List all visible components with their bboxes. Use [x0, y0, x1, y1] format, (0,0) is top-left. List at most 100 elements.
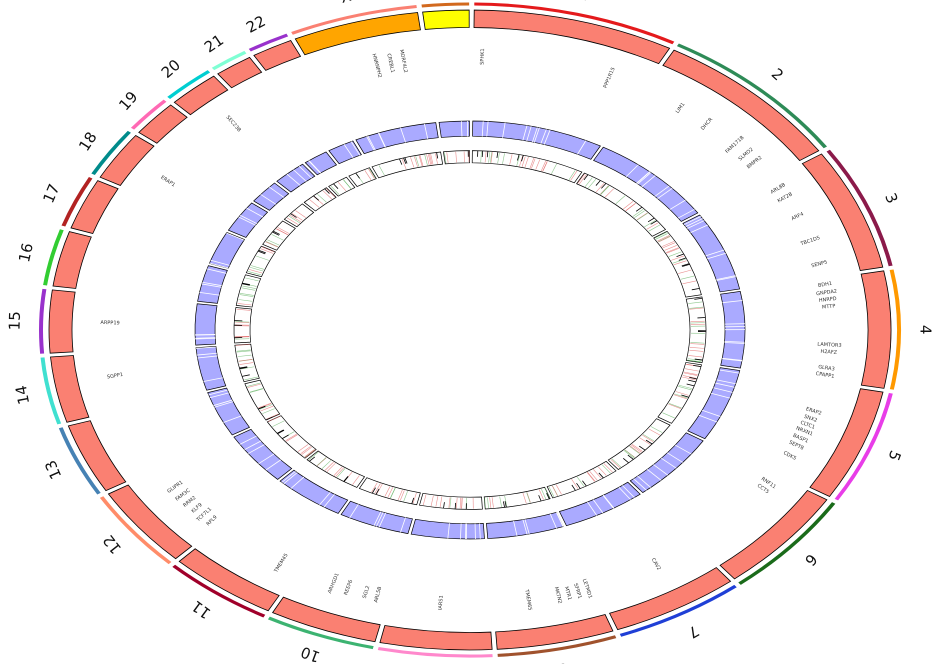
chr-9-ideogram — [380, 625, 492, 649]
chr-15-ideogram — [49, 290, 75, 353]
chr-15-label: 15 — [5, 311, 23, 331]
gene-label-sgl2: SGL2 — [362, 585, 372, 599]
chr-11-label: 11 — [188, 597, 214, 623]
chr-8-ideogram — [496, 615, 613, 650]
chr-11-track3 — [307, 451, 365, 487]
chr-10-label: 10 — [298, 643, 322, 664]
gene-label-mtr1: MTR1 — [563, 586, 573, 601]
gene-label-mttp: MTTP — [822, 303, 836, 310]
chr-13-track2 — [208, 388, 250, 435]
track-inner-ring — [234, 151, 706, 510]
chr-22-track3 — [349, 168, 376, 187]
gene-label-iars1: IARS1 — [438, 595, 445, 610]
chr-1-track3 — [472, 151, 582, 183]
gene-label-bdh1: BDH1 — [818, 281, 833, 289]
chr-X-label: X — [338, 0, 353, 7]
chr-4-track3 — [686, 297, 706, 363]
gene-label-fam171b: FAM171B — [724, 134, 745, 154]
chr-16-label: 16 — [15, 241, 37, 264]
chr-7-label: 7 — [685, 622, 702, 642]
gene-label-cpapp1: CPAPP1 — [815, 371, 835, 380]
chr-19-track3 — [284, 204, 313, 227]
gene-label-arpp19: ARPP19 — [100, 320, 119, 327]
chr-18-track3 — [263, 221, 296, 250]
gene-label-sgpp1: SGPP1 — [107, 372, 124, 381]
gene-label-arl5b: ARL5B — [373, 585, 383, 603]
gene-label-sec23b: SEC23B — [225, 115, 243, 134]
gene-label-dhcr: DHCR — [700, 116, 714, 131]
gene-label-tbc1d5: TBC1D5 — [799, 235, 821, 248]
chr-20-label: 20 — [158, 56, 184, 82]
chr-6-label: 6 — [801, 550, 821, 569]
chr-13-label: 13 — [41, 457, 65, 482]
gene-label-arl8b: ARL8B — [770, 182, 788, 196]
chr-14-label: 14 — [12, 384, 33, 406]
gene-label-kat2b: KAT2B — [777, 191, 794, 204]
chr-15-color-band — [39, 289, 46, 354]
chr-20-track2 — [277, 164, 315, 192]
chr-7-track3 — [547, 461, 616, 498]
chr-Y-ideogram — [423, 10, 470, 29]
chr-17-label: 17 — [39, 181, 63, 206]
gene-label-h2afz: H2AFZ — [820, 349, 838, 356]
chr-10-track3 — [359, 478, 420, 505]
gene-label-morf4l2: MORF4L2 — [398, 49, 408, 73]
chr-10-ideogram — [273, 597, 381, 642]
chr-13-track3 — [245, 380, 280, 420]
chr-4-ideogram — [861, 271, 891, 388]
gene-label-ppp1r15: PPP1R15 — [603, 67, 617, 90]
chr-20-track3 — [304, 188, 336, 211]
chr-14-track3 — [235, 344, 260, 382]
chr-Y-color-band — [422, 2, 470, 7]
chr-3-label: 3 — [881, 190, 901, 206]
chr-18-track2 — [228, 203, 267, 237]
chr-14-track2 — [196, 346, 226, 390]
track-blue-ring — [195, 121, 745, 539]
chromosome-labels: 12345678910111213141516171819202122XY — [5, 0, 934, 664]
chr-1-ideogram — [474, 10, 670, 64]
chr-13-ideogram — [68, 421, 125, 491]
gene-label-sfrp1: SFRP1 — [572, 583, 582, 600]
chr-22-track2 — [329, 141, 362, 164]
chr-19-ideogram — [139, 105, 187, 143]
chr-18-ideogram — [100, 136, 154, 186]
gene-label-mktn2: MKTN2 — [553, 586, 563, 604]
chr-21-track3 — [329, 177, 355, 196]
gene-label-cav2: CAV2 — [650, 557, 662, 571]
ideogram-ring — [49, 10, 891, 650]
gene-label-lim1: LIM1 — [675, 102, 687, 115]
gene-label-arf4: ARF4 — [790, 211, 804, 222]
gene-label-rpl9: RPL9 — [205, 514, 218, 527]
chromosome-color-ring — [39, 2, 901, 657]
chr-18-label: 18 — [75, 129, 100, 155]
gene-label-erap1: ERAP1 — [159, 175, 176, 189]
gene-label-cdk5: CDK5 — [782, 450, 797, 462]
gene-label-sphk1: SPHK1 — [480, 48, 487, 65]
chr-X-track2 — [356, 123, 438, 154]
chr-16-track3 — [236, 275, 260, 307]
chr-16-track2 — [198, 266, 228, 304]
chr-1-label: 1 — [577, 0, 591, 5]
chr-8-label: 8 — [556, 659, 569, 664]
gene-label-tmem65: TMEM65 — [523, 588, 533, 611]
chr-2-label: 2 — [768, 65, 787, 85]
gene-label-arhgd1: ARHGD1 — [327, 572, 341, 594]
chr-20-ideogram — [174, 76, 227, 115]
gene-label-senp5: SENP5 — [811, 260, 828, 270]
chr-19-label: 19 — [115, 88, 141, 114]
chr-4-label: 4 — [916, 325, 934, 335]
chr-9-track3-mark — [455, 503, 456, 509]
gene-label-crebl1: CREBL1 — [385, 53, 395, 73]
gene-label-bmpr2: BMPR2 — [746, 155, 763, 170]
chr-Y-track2 — [439, 121, 469, 137]
chr-21-label: 21 — [201, 31, 227, 57]
chr-5-label: 5 — [884, 448, 904, 463]
chr-22-label: 22 — [243, 12, 268, 37]
chr-12-label: 12 — [99, 531, 125, 557]
gene-label-hnrnph2: HNRNPH2 — [370, 53, 382, 78]
gene-label-reep6: REEP6 — [343, 579, 354, 596]
chr-X-track3 — [372, 152, 443, 178]
chr-17-ideogram — [71, 181, 118, 234]
